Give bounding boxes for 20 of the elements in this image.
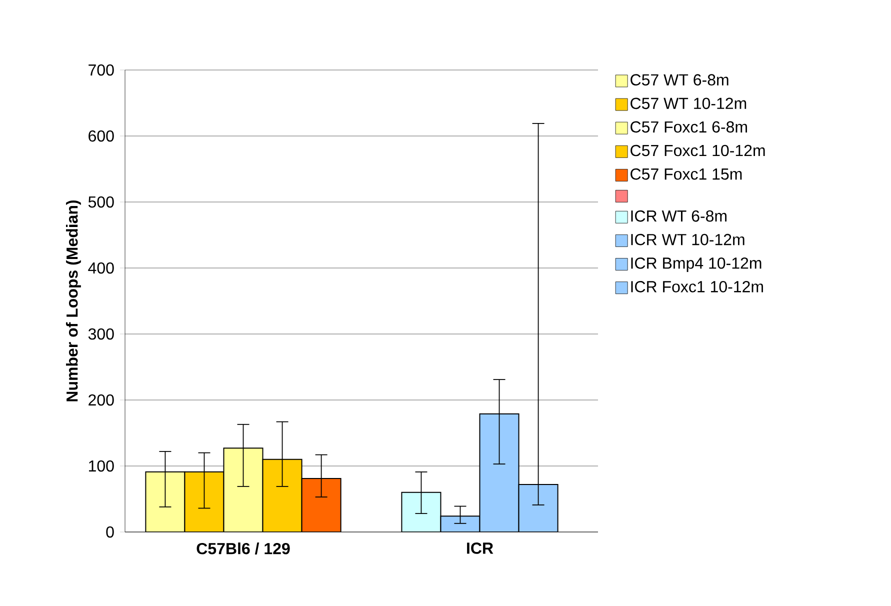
x-tick-label: C57Bl6 / 129 [196, 542, 290, 554]
y-tick-label: 200 [88, 394, 114, 406]
legend-label: C57 WT 6-8m [630, 74, 728, 86]
y-tick-label: 100 [89, 460, 114, 472]
legend-label: ICR Foxc1 10-12m [631, 281, 763, 292]
x-tick-label: ICR [467, 542, 494, 554]
y-axis-title: Number of Loops (Median) [66, 200, 81, 402]
y-tick-label: 700 [88, 64, 114, 76]
y-tick-label: 600 [88, 130, 114, 142]
legend-label: ICR Bmp4 10-12m [631, 257, 762, 272]
y-tick-label: 0 [106, 526, 114, 538]
legend-label: C57 WT 10-12m [630, 98, 746, 110]
legend-label: C57 Foxc1 10-12m [630, 144, 765, 156]
legend-label: C57 Foxc1 15m [630, 168, 742, 180]
y-tick-label: 300 [88, 328, 114, 340]
y-tick-label: 400 [88, 262, 114, 274]
legend-label: C57 Foxc1 6-8m [630, 121, 747, 133]
legend-label: ICR WT 10-12m [631, 234, 744, 246]
legend-label: ICR WT 6-8m [631, 210, 726, 222]
y-tick-label: 500 [88, 196, 114, 208]
